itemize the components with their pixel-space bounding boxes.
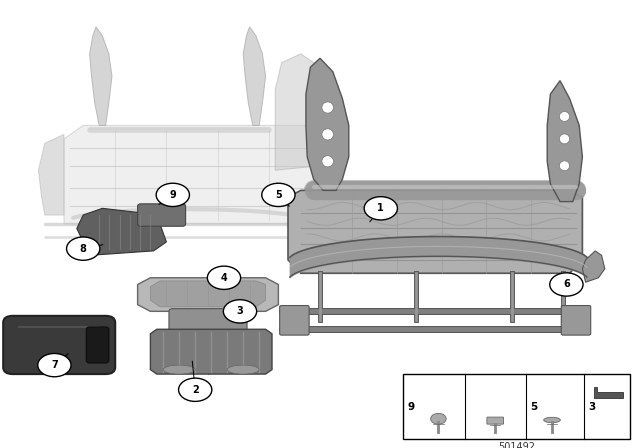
Text: 501492: 501492 xyxy=(499,442,535,448)
Polygon shape xyxy=(594,387,623,398)
Text: 2: 2 xyxy=(192,385,198,395)
Ellipse shape xyxy=(544,417,561,423)
Polygon shape xyxy=(275,54,339,170)
FancyBboxPatch shape xyxy=(280,306,309,335)
FancyBboxPatch shape xyxy=(561,306,591,335)
FancyBboxPatch shape xyxy=(138,204,186,226)
Text: 8: 8 xyxy=(80,244,86,254)
Polygon shape xyxy=(582,251,605,282)
Circle shape xyxy=(207,266,241,289)
Circle shape xyxy=(364,197,397,220)
FancyBboxPatch shape xyxy=(403,374,630,439)
Circle shape xyxy=(156,183,189,207)
Polygon shape xyxy=(138,278,278,311)
Text: 3: 3 xyxy=(588,401,595,412)
FancyBboxPatch shape xyxy=(3,316,115,374)
Ellipse shape xyxy=(559,112,570,121)
Polygon shape xyxy=(150,281,266,307)
Text: 4: 4 xyxy=(221,273,227,283)
Polygon shape xyxy=(306,58,349,190)
Text: 6: 6 xyxy=(563,280,570,289)
Ellipse shape xyxy=(163,365,195,374)
Ellipse shape xyxy=(559,134,570,144)
Polygon shape xyxy=(243,27,266,125)
FancyBboxPatch shape xyxy=(487,417,504,424)
Ellipse shape xyxy=(322,102,333,113)
Polygon shape xyxy=(150,329,272,374)
Text: 7: 7 xyxy=(51,360,58,370)
Polygon shape xyxy=(547,81,582,202)
Polygon shape xyxy=(77,208,166,255)
Ellipse shape xyxy=(227,365,259,374)
Text: 9: 9 xyxy=(407,401,415,412)
Polygon shape xyxy=(38,134,64,215)
Ellipse shape xyxy=(559,161,570,171)
Ellipse shape xyxy=(322,129,333,140)
Circle shape xyxy=(67,237,100,260)
Text: 1: 1 xyxy=(378,203,384,213)
Circle shape xyxy=(179,378,212,401)
FancyBboxPatch shape xyxy=(169,309,247,336)
Text: 5: 5 xyxy=(275,190,282,200)
Text: 9: 9 xyxy=(170,190,176,200)
Circle shape xyxy=(38,353,71,377)
Polygon shape xyxy=(90,27,112,125)
Circle shape xyxy=(550,273,583,296)
Circle shape xyxy=(223,300,257,323)
Circle shape xyxy=(431,414,446,424)
Text: 5: 5 xyxy=(530,401,537,412)
Ellipse shape xyxy=(322,155,333,167)
FancyBboxPatch shape xyxy=(86,327,109,363)
Circle shape xyxy=(262,183,295,207)
Text: 3: 3 xyxy=(237,306,243,316)
Polygon shape xyxy=(64,125,320,224)
Polygon shape xyxy=(288,190,582,273)
